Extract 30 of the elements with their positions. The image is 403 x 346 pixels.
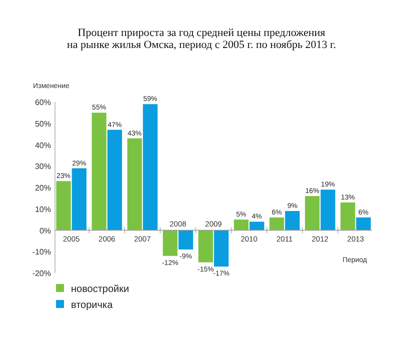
bar <box>72 168 86 230</box>
y-tick-label: -10% <box>32 248 51 257</box>
bar <box>356 217 371 230</box>
bar <box>162 230 178 256</box>
y-tick-label: 10% <box>34 204 51 214</box>
bar <box>127 138 142 230</box>
bar <box>285 211 300 230</box>
bar <box>269 217 284 230</box>
bar <box>234 220 249 230</box>
y-tick-label: 20% <box>34 184 51 192</box>
bar <box>320 190 336 230</box>
bar <box>340 202 356 230</box>
y-tick-label: 30% <box>34 162 51 172</box>
y-tick-label: 40% <box>34 140 51 150</box>
chart-title: Процент прироста за год средней цены предложения на рынке жилья Омска, период с 2005 г. по ноябрь 2013 г. <box>67 27 336 51</box>
y-tick-label: 0% <box>39 226 51 236</box>
bar <box>304 196 320 230</box>
legend-label: вторичка <box>71 300 114 311</box>
bar <box>92 112 106 230</box>
bar <box>250 222 264 230</box>
bar <box>214 230 229 267</box>
y-tick-label: -20% <box>32 269 51 278</box>
bar <box>56 181 71 230</box>
bar <box>178 230 194 250</box>
bar <box>107 130 122 230</box>
bar <box>198 230 213 262</box>
bar <box>142 104 158 230</box>
legend-label: новостройки <box>71 284 130 295</box>
y-tick-label: 50% <box>34 119 51 128</box>
y-tick-label: 60% <box>34 98 51 107</box>
